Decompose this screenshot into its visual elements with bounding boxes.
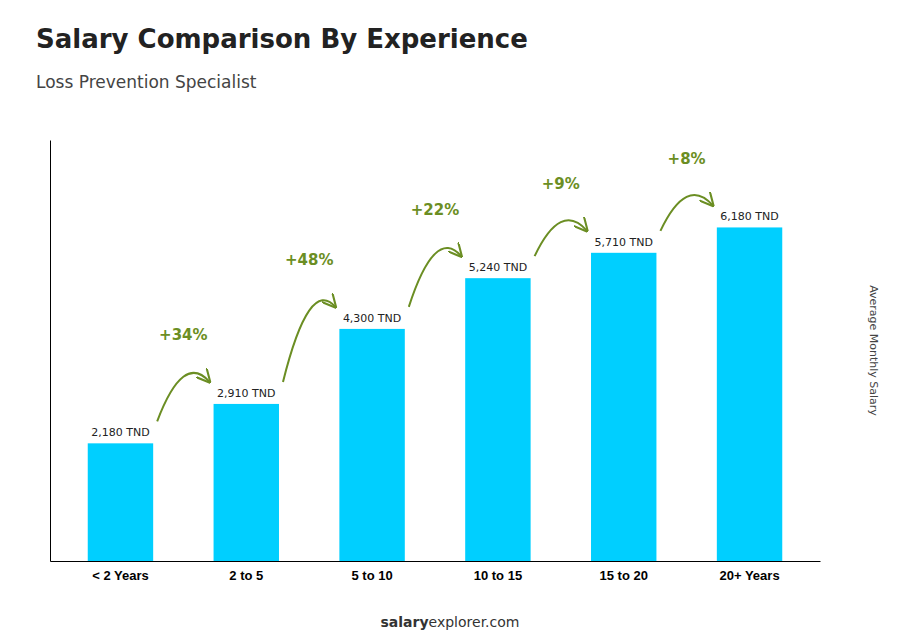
x-tick-label: 20+ Years xyxy=(719,568,779,583)
change-label: +8% xyxy=(668,150,706,168)
data-labels: 2,180 TND 2,910 TND 4,300 TND 5,240 TND 5,71… xyxy=(91,210,778,439)
x-tick: 20+ Years xyxy=(719,561,779,583)
x-axis: < 2 Years 2 to 5 5 to 10 10 to 15 15 to 20 20… xyxy=(51,561,821,583)
change-arrow xyxy=(157,373,209,421)
y-axis-title: Average Monthly Salary xyxy=(867,285,880,416)
change-arrow xyxy=(535,220,587,256)
title: Salary Comparison By Experience xyxy=(36,24,528,54)
x-tick-label: 2 to 5 xyxy=(229,568,263,583)
change-arrow xyxy=(409,248,461,307)
x-axis-line xyxy=(51,561,821,562)
change-arrow xyxy=(283,300,335,382)
bar xyxy=(591,253,656,561)
footer-part: explorer.com xyxy=(429,614,520,630)
change-arrow xyxy=(660,195,712,231)
data-label: 4,300 TND xyxy=(343,312,401,325)
chart: Salary Comparison By Experience Loss Prev… xyxy=(0,0,900,641)
x-tick-label: 10 to 15 xyxy=(474,568,522,583)
bar xyxy=(339,329,404,561)
bar xyxy=(88,443,153,561)
footer-part: salary xyxy=(381,614,429,630)
x-tick: 10 to 15 xyxy=(474,561,522,583)
data-label: 6,180 TND xyxy=(720,210,778,223)
annotations: +34% +48% +22% +9% +8% xyxy=(157,150,713,421)
y-axis xyxy=(50,141,51,562)
x-tick: 2 to 5 xyxy=(229,561,263,583)
x-tick: < 2 Years xyxy=(92,561,149,583)
footer: salaryexplorer.com xyxy=(381,614,520,630)
bar xyxy=(214,404,279,561)
change-label: +9% xyxy=(542,175,580,193)
subtitle: Loss Prevention Specialist xyxy=(36,72,257,92)
x-tick: 15 to 20 xyxy=(600,561,648,583)
data-label: 5,710 TND xyxy=(595,236,653,249)
change-label: +22% xyxy=(411,201,459,219)
bars xyxy=(88,227,783,561)
change-label: +48% xyxy=(285,251,333,269)
bar xyxy=(465,278,530,561)
y-axis-line xyxy=(50,141,51,562)
x-tick: 5 to 10 xyxy=(351,561,392,583)
x-tick-label: 5 to 10 xyxy=(351,568,392,583)
change-label: +34% xyxy=(159,326,207,344)
x-tick-label: 15 to 20 xyxy=(600,568,648,583)
data-label: 2,910 TND xyxy=(217,387,275,400)
plot: < 2 Years 2 to 5 5 to 10 10 to 15 15 to 20 20… xyxy=(51,141,821,584)
data-label: 2,180 TND xyxy=(91,426,149,439)
data-label: 5,240 TND xyxy=(469,261,527,274)
x-tick-label: < 2 Years xyxy=(92,568,149,583)
bar xyxy=(717,227,782,561)
